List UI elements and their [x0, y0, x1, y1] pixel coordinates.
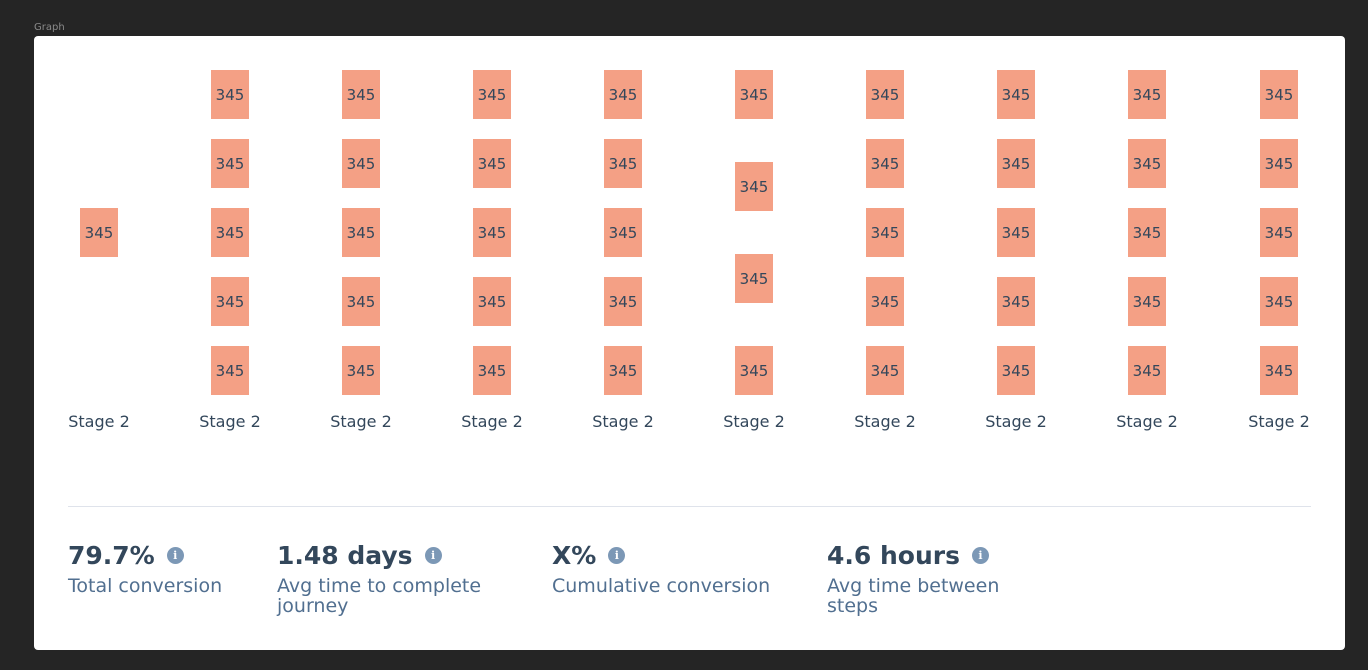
stage-column: 345 345 345 345 345 Stage 2 — [954, 36, 1078, 446]
stage-node[interactable]: 345 — [604, 277, 642, 326]
stage-node[interactable]: 345 — [1260, 346, 1298, 395]
stage-node[interactable]: 345 — [211, 139, 249, 188]
divider — [68, 506, 1311, 507]
metric-avg-time-between-steps: 4.6 hours i Avg time between steps — [827, 540, 1027, 617]
stage-label: Stage 2 — [461, 412, 523, 431]
stage-node[interactable]: 345 — [604, 139, 642, 188]
stage-node[interactable]: 345 — [342, 346, 380, 395]
stage-node[interactable]: 345 — [866, 208, 904, 257]
stage-label: Stage 2 — [199, 412, 261, 431]
info-icon[interactable]: i — [424, 546, 442, 564]
stage-node[interactable]: 345 — [473, 70, 511, 119]
stage-node[interactable]: 345 — [1128, 139, 1166, 188]
stage-column: 345 345 345 345 345 Stage 2 — [1217, 36, 1341, 446]
stage-column: 345 345 345 345 345 Stage 2 — [823, 36, 947, 446]
stage-node[interactable]: 345 — [604, 346, 642, 395]
graph-card: 345 Stage 2 345 345 345 345 345 Stage 2 … — [34, 36, 1345, 650]
stage-node[interactable]: 345 — [735, 346, 773, 395]
stage-node[interactable]: 345 — [1260, 139, 1298, 188]
stage-node[interactable]: 345 — [866, 139, 904, 188]
stage-node[interactable]: 345 — [342, 139, 380, 188]
stage-node[interactable]: 345 — [604, 70, 642, 119]
stage-node[interactable]: 345 — [866, 277, 904, 326]
stage-column: 345 Stage 2 — [37, 36, 161, 446]
metric-avg-time-journey: 1.48 days i Avg time to complete journey — [277, 540, 507, 617]
stage-node[interactable]: 345 — [473, 277, 511, 326]
metric-label: Cumulative conversion — [552, 575, 771, 597]
stage-node[interactable]: 345 — [735, 254, 773, 303]
metric-cumulative-conversion: X% i Cumulative conversion — [552, 540, 812, 597]
stage-column: 345 345 345 345 345 Stage 2 — [430, 36, 554, 446]
metric-label: Total conversion — [68, 575, 223, 597]
stage-node[interactable]: 345 — [735, 70, 773, 119]
stage-label: Stage 2 — [1116, 412, 1178, 431]
stage-node[interactable]: 345 — [211, 277, 249, 326]
frame-title: Graph — [34, 22, 65, 33]
stage-label: Stage 2 — [68, 412, 130, 431]
stage-node[interactable]: 345 — [604, 208, 642, 257]
stage-node[interactable]: 345 — [342, 70, 380, 119]
stage-node[interactable]: 345 — [1128, 208, 1166, 257]
stage-label: Stage 2 — [985, 412, 1047, 431]
stage-label: Stage 2 — [592, 412, 654, 431]
stage-label: Stage 2 — [1248, 412, 1310, 431]
stage-node[interactable]: 345 — [1128, 277, 1166, 326]
stage-column: 345 345 345 345 345 Stage 2 — [299, 36, 423, 446]
stage-node[interactable]: 345 — [473, 139, 511, 188]
info-icon[interactable]: i — [608, 546, 626, 564]
stage-columns: 345 Stage 2 345 345 345 345 345 Stage 2 … — [34, 36, 1345, 446]
metric-value: 4.6 hours — [827, 540, 960, 570]
stage-node[interactable]: 345 — [211, 208, 249, 257]
stage-column: 345 345 345 345 Stage 2 — [692, 36, 816, 446]
stage-node[interactable]: 345 — [473, 208, 511, 257]
stage-node[interactable]: 345 — [80, 208, 118, 257]
stage-node[interactable]: 345 — [473, 346, 511, 395]
stage-node[interactable]: 345 — [211, 70, 249, 119]
stage-node[interactable]: 345 — [997, 208, 1035, 257]
metric-label: Avg time between steps — [827, 575, 1000, 617]
stage-node[interactable]: 345 — [997, 139, 1035, 188]
stage-node[interactable]: 345 — [1260, 277, 1298, 326]
stage-node[interactable]: 345 — [866, 70, 904, 119]
metric-value: 1.48 days — [277, 540, 413, 570]
metric-value: X% — [552, 540, 597, 570]
info-icon[interactable]: i — [166, 546, 184, 564]
stage-node[interactable]: 345 — [1260, 70, 1298, 119]
stage-node[interactable]: 345 — [342, 277, 380, 326]
stage-label: Stage 2 — [723, 412, 785, 431]
stage-label: Stage 2 — [330, 412, 392, 431]
stage-node[interactable]: 345 — [997, 346, 1035, 395]
stage-column: 345 345 345 345 345 Stage 2 — [168, 36, 292, 446]
metric-total-conversion: 79.7% i Total conversion — [68, 540, 248, 597]
stage-column: 345 345 345 345 345 Stage 2 — [1085, 36, 1209, 446]
stage-node[interactable]: 345 — [342, 208, 380, 257]
stage-node[interactable]: 345 — [997, 277, 1035, 326]
stage-node[interactable]: 345 — [1260, 208, 1298, 257]
info-icon[interactable]: i — [971, 546, 989, 564]
stage-node[interactable]: 345 — [735, 162, 773, 211]
stage-node[interactable]: 345 — [997, 70, 1035, 119]
stage-column: 345 345 345 345 345 Stage 2 — [561, 36, 685, 446]
stage-node[interactable]: 345 — [211, 346, 249, 395]
stage-label: Stage 2 — [854, 412, 916, 431]
metric-label: Avg time to complete journey — [277, 575, 482, 617]
stage-node[interactable]: 345 — [1128, 346, 1166, 395]
stage-node[interactable]: 345 — [866, 346, 904, 395]
metric-value: 79.7% — [68, 540, 155, 570]
stage-node[interactable]: 345 — [1128, 70, 1166, 119]
